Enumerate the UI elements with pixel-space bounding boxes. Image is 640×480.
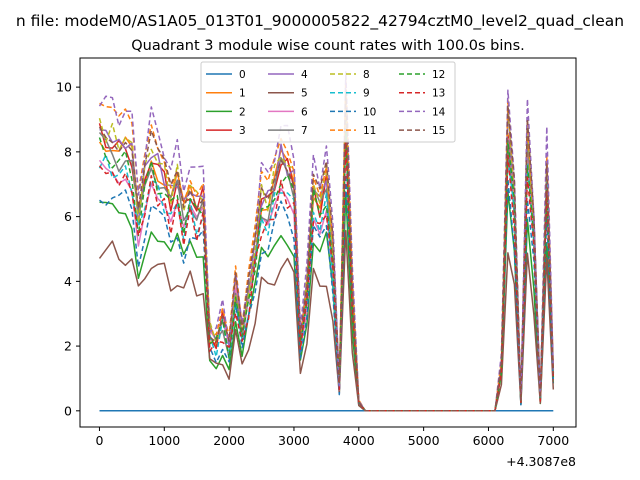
legend-label-12: 12 xyxy=(432,69,445,81)
series-lines xyxy=(98,71,555,412)
x-tick-label: 1000 xyxy=(148,433,180,448)
x-tick-label: 4000 xyxy=(343,433,375,448)
legend-label-15: 15 xyxy=(432,125,445,137)
series-line-8 xyxy=(98,102,555,412)
axes-frame xyxy=(79,57,577,428)
x-tick-label: 6000 xyxy=(473,433,505,448)
legend-label-6: 6 xyxy=(301,106,308,118)
x-tick-label: 3000 xyxy=(278,433,310,448)
y-tick-label: 6 xyxy=(64,209,72,224)
y-tick-label: 8 xyxy=(64,144,72,159)
x-tick-label: 2000 xyxy=(213,433,245,448)
legend-label-0: 0 xyxy=(239,69,246,81)
y-tick-label: 0 xyxy=(64,403,72,418)
x-tick-label: 5000 xyxy=(408,433,440,448)
legend-label-9: 9 xyxy=(363,88,370,100)
legend-label-13: 13 xyxy=(432,88,445,100)
x-tick-label: 0 xyxy=(95,433,103,448)
legend-label-10: 10 xyxy=(363,106,376,118)
y-tick-label: 4 xyxy=(64,274,72,289)
legend-label-14: 14 xyxy=(432,106,446,118)
y-tick-label: 10 xyxy=(56,80,72,95)
series-line-15 xyxy=(98,91,555,412)
legend-label-8: 8 xyxy=(363,69,370,81)
legend-box xyxy=(200,61,456,143)
x-axis-offset-label: +4.3087e8 xyxy=(506,454,576,469)
y-axis-ticks: 0 2 4 6 8 10 xyxy=(56,80,80,418)
legend-label-3: 3 xyxy=(239,125,246,137)
series-line-12 xyxy=(98,129,555,412)
y-tick-label: 2 xyxy=(64,339,72,354)
legend-label-5: 5 xyxy=(301,88,308,100)
x-tick-label: 7000 xyxy=(537,433,569,448)
legend-label-4: 4 xyxy=(301,69,308,81)
legend-label-2: 2 xyxy=(239,106,246,118)
legend-label-7: 7 xyxy=(301,125,308,137)
x-axis-ticks: 0 1000 2000 3000 4000 5000 6000 7000 xyxy=(95,427,569,448)
legend-label-1: 1 xyxy=(239,88,246,100)
chart-title: Quadrant 3 module wise count rates with … xyxy=(131,38,525,54)
legend-label-11: 11 xyxy=(363,125,376,137)
figure-suptitle: n file: modeM0/AS1A05_013T01_9000005822_… xyxy=(16,12,624,31)
